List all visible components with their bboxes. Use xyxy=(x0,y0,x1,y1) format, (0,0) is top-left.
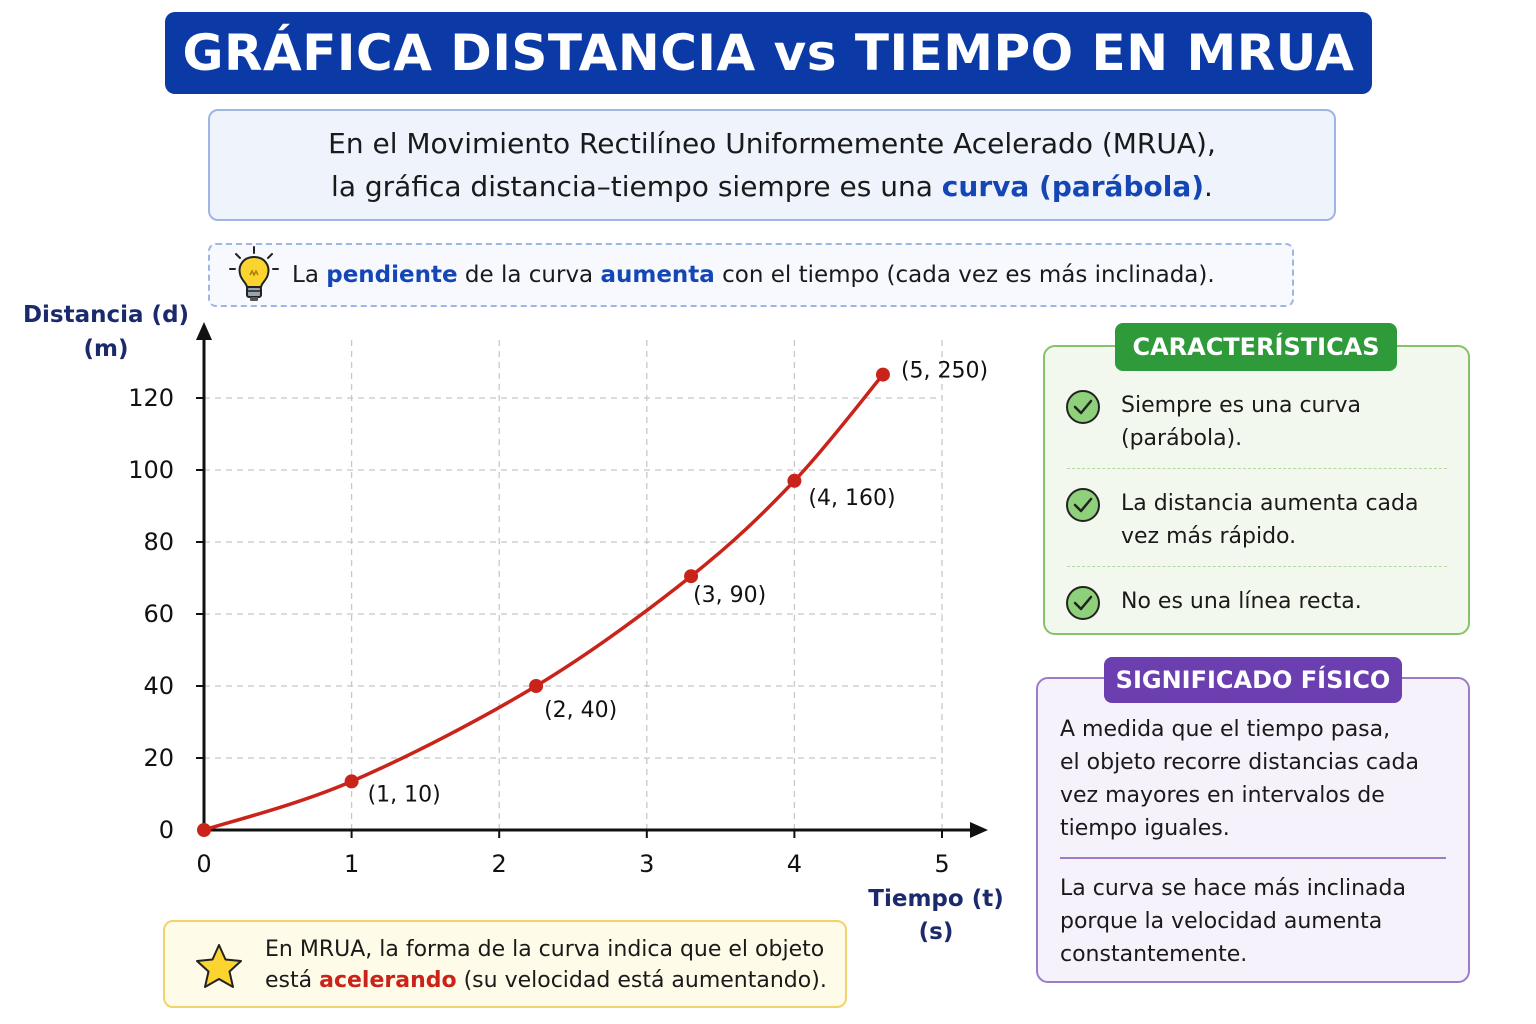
data-point-label: (3, 90) xyxy=(693,583,766,608)
physical-meaning-panel: SIGNIFICADO FÍSICO A medida que el tiemp… xyxy=(1036,657,1470,983)
note-line-2: está acelerando (su velocidad está aumen… xyxy=(265,965,827,996)
tip-box: La pendiente de la curva aumenta con el … xyxy=(208,243,1294,307)
y-tick-label: 100 xyxy=(128,456,174,484)
intro-line-2-suffix: . xyxy=(1204,170,1213,203)
intro-line-1: En el Movimiento Rectilíneo Uniformement… xyxy=(328,127,1216,160)
check-icon xyxy=(1066,586,1100,620)
y-axis-unit: (m) xyxy=(84,336,129,362)
data-point xyxy=(529,679,544,693)
physical-meaning-p2-line-1: La curva se hace más inclinada xyxy=(1060,876,1406,901)
intro-box: En el Movimiento Rectilíneo Uniformement… xyxy=(208,109,1336,221)
page-title-bar: GRÁFICA DISTANCIA vs TIEMPO EN MRUA xyxy=(165,12,1372,94)
physical-meaning-title: SIGNIFICADO FÍSICO xyxy=(1104,657,1402,703)
divider xyxy=(1060,857,1446,859)
y-tick-label: 0 xyxy=(159,816,174,844)
tip-text: La pendiente de la curva aumenta con el … xyxy=(292,262,1215,288)
physical-meaning-p1-line-2: el objeto recorre distancias cada xyxy=(1060,750,1419,775)
note-line-1: En MRUA, la forma de la curva indica que… xyxy=(265,937,825,962)
tip-highlight-slope: pendiente xyxy=(326,262,458,288)
physical-meaning-p2-line-3: constantemente. xyxy=(1060,942,1248,967)
characteristic-item: Siempre es una curva (parábola). xyxy=(1065,389,1455,455)
data-point xyxy=(787,473,802,488)
characteristics-title: CARACTERÍSTICAS xyxy=(1115,323,1397,371)
divider xyxy=(1067,566,1447,567)
intro-highlight: curva (parábola) xyxy=(941,170,1205,203)
y-tick-label: 80 xyxy=(143,528,174,556)
divider xyxy=(1067,468,1447,469)
characteristic-item: La distancia aumenta cada vez más rápido. xyxy=(1065,487,1455,553)
y-axis-arrow xyxy=(196,322,212,340)
data-point-label: (5, 250) xyxy=(901,359,988,384)
lightbulb-icon xyxy=(229,246,279,301)
characteristic-2-line-1: La distancia aumenta cada xyxy=(1121,491,1419,516)
origin-point xyxy=(197,823,211,837)
data-point-label: (2, 40) xyxy=(544,698,617,723)
note-line-2-suffix: (su velocidad está aumentando). xyxy=(456,968,827,993)
tip-highlight-increases: aumenta xyxy=(600,262,715,288)
characteristic-3-line-1: No es una línea recta. xyxy=(1121,589,1362,614)
check-icon xyxy=(1066,488,1100,522)
y-axis-title: Distancia (d) xyxy=(23,302,189,328)
physical-meaning-p1-line-4: tiempo iguales. xyxy=(1060,816,1230,841)
data-point-label: (4, 160) xyxy=(808,486,895,511)
y-tick-label: 60 xyxy=(143,600,174,628)
note-line-2-prefix: está xyxy=(265,968,320,993)
characteristic-1-line-2: (parábola). xyxy=(1121,426,1243,451)
physical-meaning-p1-line-3: vez mayores en intervalos de xyxy=(1060,783,1385,808)
x-tick-label: 4 xyxy=(787,850,802,878)
page-title: GRÁFICA DISTANCIA vs TIEMPO EN MRUA xyxy=(182,24,1355,82)
distance-curve xyxy=(202,372,885,832)
distance-time-chart: 0 1 2 3 4 5 0 20 40 60 80 100 120 Distancia (d) (m) Tie… xyxy=(23,302,1004,945)
x-tick-label: 1 xyxy=(344,850,359,878)
x-axis-unit: (s) xyxy=(919,919,954,945)
characteristic-1-line-1: Siempre es una curva xyxy=(1121,393,1362,418)
characteristic-item: No es una línea recta. xyxy=(1065,585,1455,621)
characteristics-panel: CARACTERÍSTICAS Siempre es una curva (par… xyxy=(1043,323,1470,635)
data-point xyxy=(684,569,699,584)
check-icon xyxy=(1066,390,1100,424)
y-tick-label: 20 xyxy=(143,744,174,772)
intro-line-2: la gráfica distancia–tiempo siempre es u… xyxy=(331,165,1213,208)
x-tick-label: 5 xyxy=(934,850,949,878)
x-axis-title: Tiempo (t) xyxy=(868,886,1003,912)
data-point xyxy=(875,367,890,382)
x-tick-label: 3 xyxy=(639,850,654,878)
data-point-label: (1, 10) xyxy=(368,782,441,807)
physical-meaning-paragraph-2: La curva se hace más inclinada porque la… xyxy=(1060,872,1460,971)
tip-text-3: con el tiempo (cada vez es más inclinada… xyxy=(714,262,1215,288)
tip-text-1: La xyxy=(292,262,327,288)
x-tick-label: 2 xyxy=(492,850,507,878)
y-tick-label: 40 xyxy=(143,672,174,700)
acceleration-note: En MRUA, la forma de la curva indica que… xyxy=(163,920,847,1008)
note-highlight: acelerando xyxy=(319,968,457,993)
characteristic-2-line-2: vez más rápido. xyxy=(1121,524,1297,549)
note-text: En MRUA, la forma de la curva indica que… xyxy=(265,934,827,996)
x-axis-arrow xyxy=(970,822,988,838)
physical-meaning-p1-line-1: A medida que el tiempo pasa, xyxy=(1060,717,1391,742)
y-tick-label: 120 xyxy=(128,384,174,412)
intro-line-2-prefix: la gráfica distancia–tiempo siempre es u… xyxy=(331,170,942,203)
star-icon xyxy=(196,944,242,988)
tip-text-2: de la curva xyxy=(457,262,601,288)
x-tick-label: 0 xyxy=(196,850,211,878)
physical-meaning-paragraph-1: A medida que el tiempo pasa, el objeto r… xyxy=(1060,713,1460,845)
data-point xyxy=(344,774,359,789)
physical-meaning-p2-line-2: porque la velocidad aumenta xyxy=(1060,909,1383,934)
chart-area: 0 1 2 3 4 5 0 20 40 60 80 100 120 Distancia (d) (m) Tie… xyxy=(0,290,1010,970)
